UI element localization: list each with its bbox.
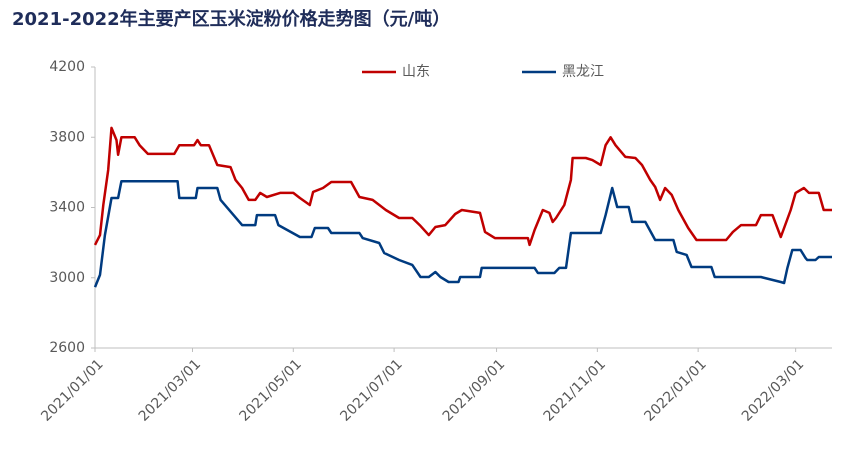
y-tick-label: 3000 [49,270,85,286]
y-tick-label: 2600 [49,340,85,356]
x-tick-label: 2021/03/01 [136,356,204,424]
series-line [93,179,832,288]
legend-label: 黑龙江 [562,64,604,80]
series-line [93,126,832,247]
x-tick-label: 2021/05/01 [237,356,305,424]
x-tick-label: 2021/11/01 [541,356,609,424]
chart-title: 2021-2022年主要产区玉米淀粉价格走势图（元/吨） [12,8,450,30]
x-tick-label: 2021/07/01 [337,356,405,424]
y-tick-label: 3400 [49,200,85,216]
y-tick-label: 3800 [49,129,85,145]
x-tick-label: 2021/09/01 [440,356,508,424]
x-tick-label: 2022/03/01 [739,356,807,424]
x-tick-label: 2022/01/01 [641,356,709,424]
legend-label: 山东 [402,64,430,80]
y-tick-label: 4200 [49,59,85,75]
x-tick-label: 2021/01/01 [38,356,106,424]
